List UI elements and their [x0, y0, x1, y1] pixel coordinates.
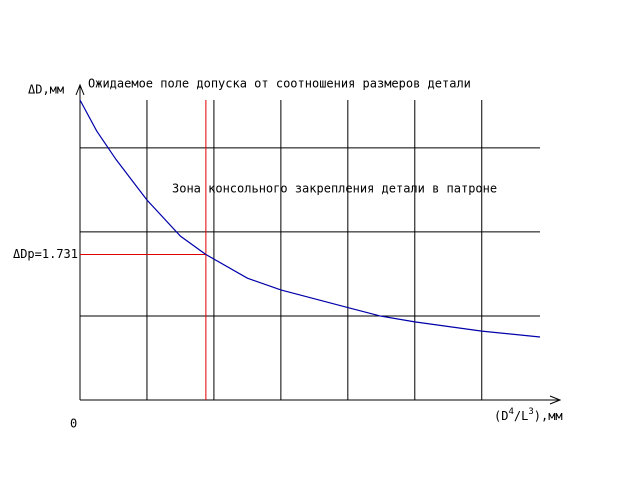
chart-title: Ожидаемое поле допуска от соотношения ра…	[88, 77, 471, 91]
curve	[79, 99, 541, 338]
marker-label: ΔDp=1.731	[13, 247, 78, 261]
x-label-part: (D	[494, 409, 508, 423]
annotation: Зона консольного закрепления детали в па…	[172, 182, 497, 196]
x-label-sup: 3	[528, 407, 533, 417]
y-axis-label: ΔD,мм	[28, 83, 64, 97]
x-label-part: /L	[514, 409, 528, 423]
origin-label: 0	[70, 417, 77, 431]
x-label-sup: 4	[508, 407, 513, 417]
y-axis	[75, 83, 85, 400]
x-label-part: ),мм	[534, 409, 563, 423]
x-axis	[80, 395, 562, 405]
x-axis-label: (D4/L3),мм	[494, 407, 563, 423]
